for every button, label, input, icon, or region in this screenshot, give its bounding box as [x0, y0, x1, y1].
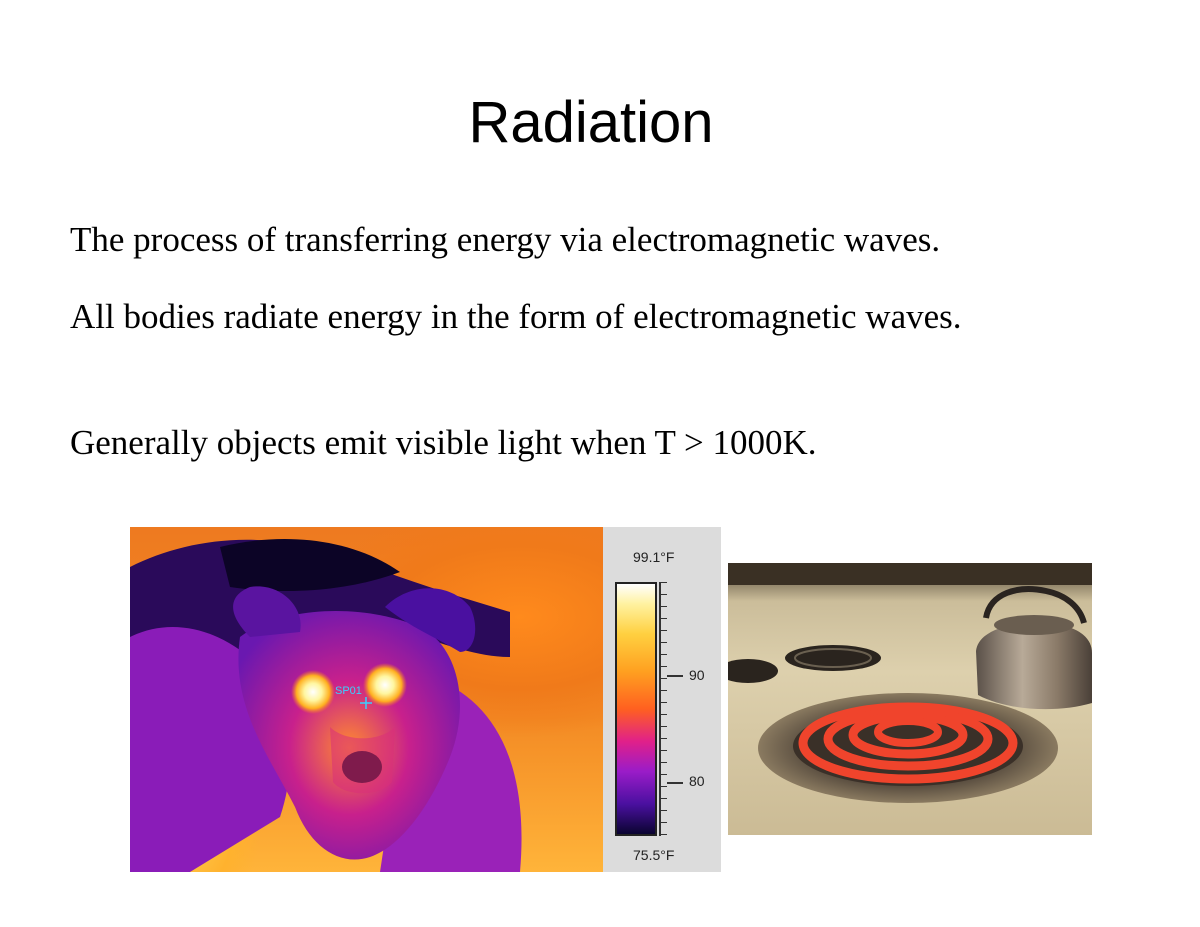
paragraph-visible-light: Generally objects emit visible light whe…: [70, 423, 817, 462]
thermal-scene: SP01: [130, 527, 603, 872]
tick-90-mark: [667, 675, 683, 677]
thermal-dog-illustration: [130, 539, 522, 872]
stove-illustration: [728, 563, 1092, 803]
thermal-dog-image: SP01 99.1°F 90 80 75.5°F: [130, 527, 721, 872]
scale-80-label: 80: [689, 773, 705, 789]
tick-80-mark: [667, 782, 683, 784]
scale-min-label: 75.5°F: [633, 847, 675, 863]
paragraph-all-bodies: All bodies radiate energy in the form of…: [70, 297, 962, 336]
scale-max-label: 99.1°F: [633, 549, 675, 565]
color-scale-bar: [615, 582, 657, 836]
slide-title: Radiation: [468, 90, 714, 155]
scale-ticks: [659, 582, 671, 836]
scale-90-label: 90: [689, 667, 705, 683]
stove-coil-photo: [728, 563, 1092, 835]
temperature-scale: 99.1°F 90 80 75.5°F: [603, 527, 721, 872]
paragraph-definition: The process of transferring energy via e…: [70, 220, 941, 259]
spot-label: SP01: [335, 685, 362, 697]
